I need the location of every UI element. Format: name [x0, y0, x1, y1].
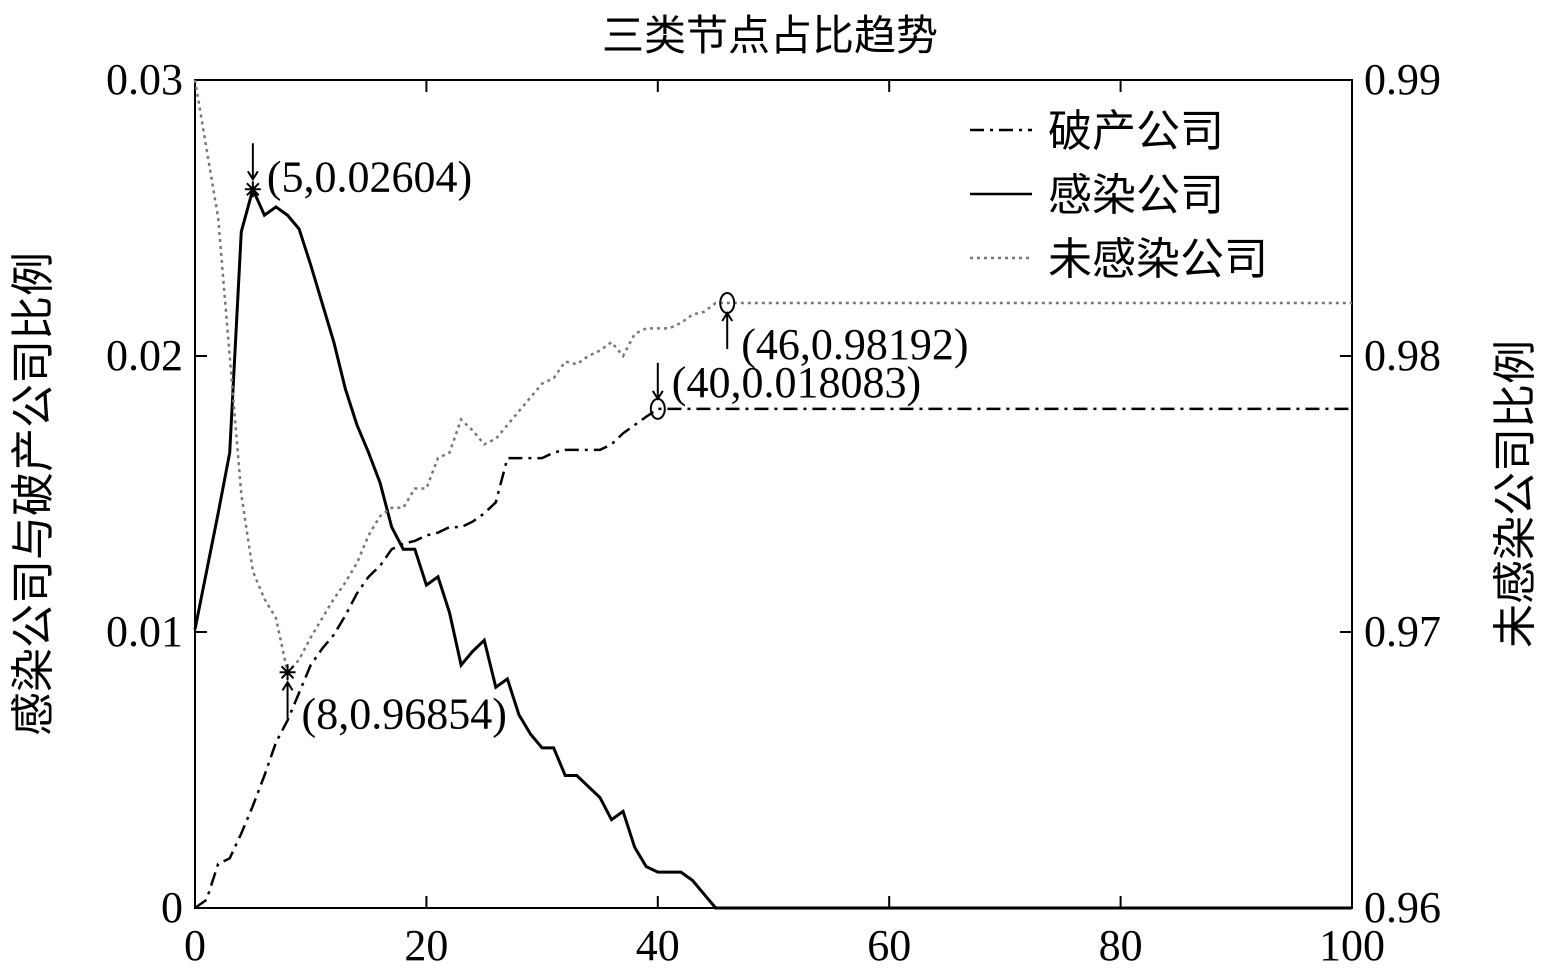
annotation-label: (8,0.96854)	[302, 689, 507, 738]
x-tick-label: 20	[404, 921, 448, 967]
legend-label: 感染公司	[1048, 171, 1224, 220]
series-line	[193, 184, 1352, 910]
y-tick-label: 0.02	[106, 331, 183, 380]
y2-tick-label: 0.98	[1364, 331, 1441, 380]
y-tick-label: 0.03	[106, 55, 183, 104]
series-line	[194, 407, 1352, 910]
annotation-arrow	[247, 143, 259, 182]
x-tick-label: 80	[1099, 921, 1143, 967]
annotation-label: (40,0.018083)	[672, 358, 921, 407]
y-axis-label: 感染公司与破产公司比例	[9, 252, 58, 736]
x-tick-label: 0	[184, 921, 206, 967]
annotation-arrow	[651, 362, 664, 401]
annotation-marker	[279, 664, 296, 681]
y2-tick-label: 0.97	[1364, 607, 1441, 656]
annotation-marker	[244, 181, 261, 198]
chart-title: 三类节点占比趋势	[602, 14, 938, 60]
x-tick-label: 40	[636, 921, 680, 967]
annotation-marker	[649, 397, 666, 420]
y2-axis-label: 未感染公司比例	[1491, 340, 1540, 648]
annotation-label: (46,0.98192)	[741, 320, 968, 369]
annotation-arrow	[721, 311, 734, 350]
x-tick-label: 60	[867, 921, 911, 967]
annotation-arrow	[281, 680, 294, 719]
y-tick-label: 0	[161, 883, 183, 932]
legend-label: 破产公司	[1048, 107, 1224, 156]
y2-tick-label: 0.96	[1364, 883, 1441, 932]
y-tick-label: 0.01	[106, 607, 183, 656]
legend-label: 未感染公司	[1048, 235, 1268, 284]
y2-tick-label: 0.99	[1364, 55, 1441, 104]
x-tick-label: 100	[1319, 921, 1385, 967]
series-line	[193, 79, 1352, 675]
annotation-label: (5,0.02604)	[267, 152, 472, 201]
